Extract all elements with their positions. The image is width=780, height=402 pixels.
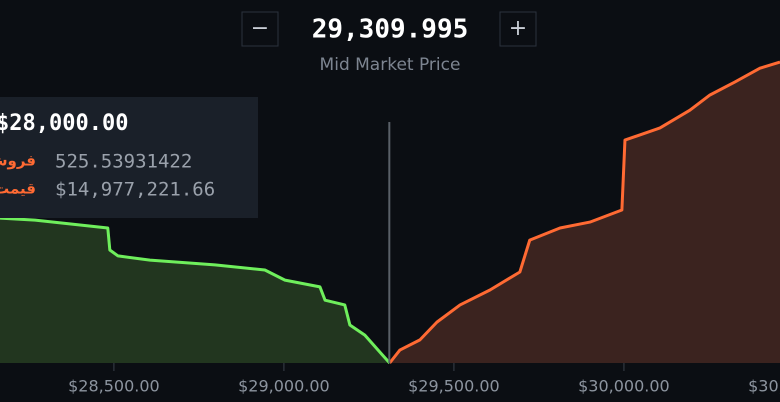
zoom-out-button[interactable] bbox=[241, 11, 279, 47]
plot: $28,500.00 $29,000.00 $29,500.00 $30,000.00… bbox=[0, 60, 780, 396]
depth-line bbox=[0, 216, 391, 365]
mid-price-caption: Mid Market Price bbox=[320, 55, 461, 75]
depth-line bbox=[388, 60, 780, 364]
x-tick-label: $30,500.00 bbox=[748, 377, 780, 396]
x-tick-label: $29,500.00 bbox=[408, 377, 500, 396]
x-tick-label: $28,500.00 bbox=[68, 377, 160, 396]
tooltip-price: $28,000.00 bbox=[0, 111, 128, 136]
depth-area bbox=[0, 218, 390, 363]
tooltip-box bbox=[0, 97, 258, 218]
tooltip-label: قیمت bbox=[0, 180, 36, 198]
zoom-in-button[interactable] bbox=[499, 11, 537, 47]
tooltip-label: فروش bbox=[0, 152, 36, 170]
depth-area bbox=[389, 62, 780, 363]
tooltip: $28,000.00 فروش 525.53931422 قیمت $14,97… bbox=[0, 97, 258, 218]
tooltip-value: $14,977,221.66 bbox=[55, 179, 215, 201]
x-tick-label: $30,000.00 bbox=[578, 377, 670, 396]
zoom-out-label[interactable]: − bbox=[251, 16, 269, 41]
tooltip-value: 525.53931422 bbox=[55, 151, 192, 173]
x-tick-label: $29,000.00 bbox=[238, 377, 330, 396]
zoom-in-label[interactable]: + bbox=[509, 16, 527, 41]
mid-price: 29,309.995 bbox=[312, 15, 469, 45]
